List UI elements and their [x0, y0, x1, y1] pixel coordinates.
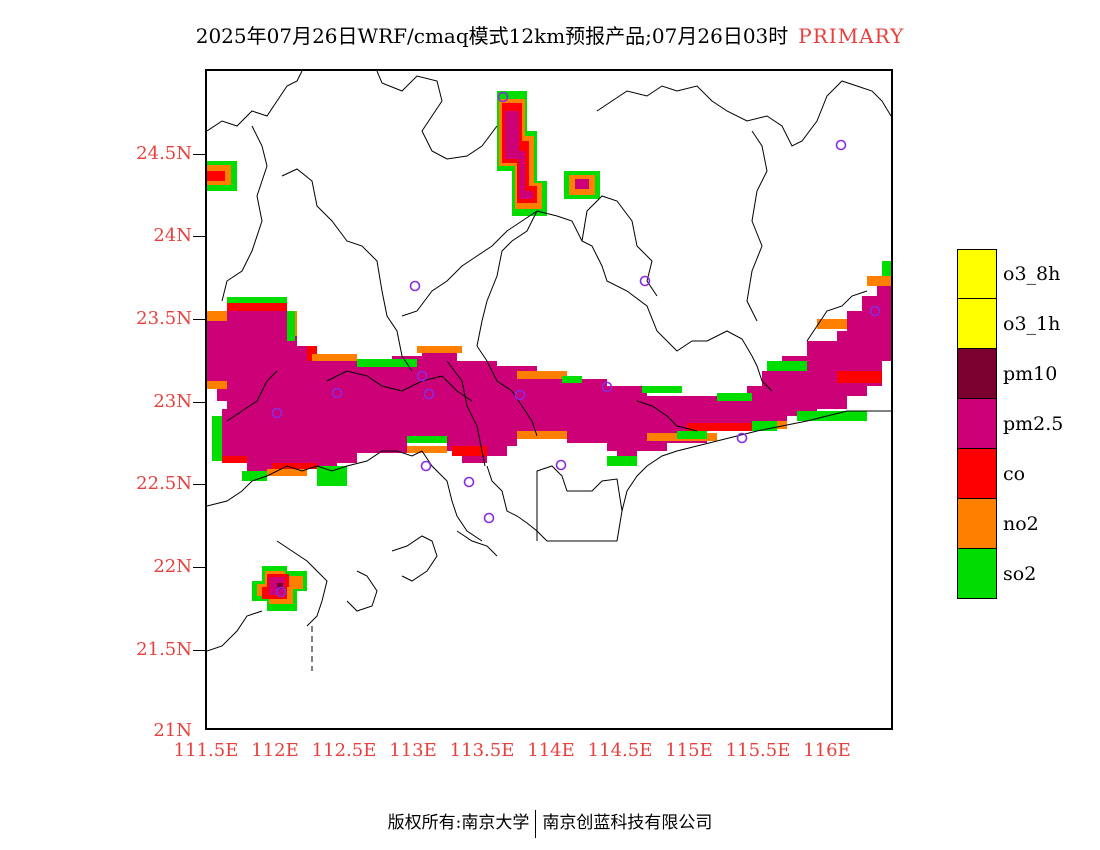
primary-tag: PRIMARY	[798, 24, 905, 48]
x-tick-label: 115E	[665, 740, 713, 761]
patch-west-co	[207, 171, 225, 181]
legend-label-no2: no2	[1003, 513, 1039, 535]
y-tick-label: 21N	[153, 720, 192, 741]
legend-swatch-o3-8h	[957, 249, 997, 299]
legend-swatch-pm10	[957, 349, 997, 399]
x-tick-label: 112E	[251, 740, 299, 761]
y-tick	[193, 154, 205, 155]
y-tick	[193, 567, 205, 568]
legend-swatch-pm25	[957, 399, 997, 449]
x-tick-label: 114E	[527, 740, 575, 761]
y-tick-label: 22.5N	[136, 473, 192, 494]
y-tick	[193, 236, 205, 237]
y-tick-label: 22N	[153, 556, 192, 577]
x-tick-label: 113.5E	[449, 740, 515, 761]
map-title: 2025年07月26日WRF/cmaq模式12km预报产品;07月26日03时 P…	[0, 20, 1100, 49]
patch-sw-pm10	[277, 583, 283, 589]
boundary-lines	[207, 71, 891, 671]
legend-label-o3-1h: o3_1h	[1003, 313, 1061, 335]
x-tick-label: 115.5E	[725, 740, 791, 761]
y-tick	[193, 650, 205, 651]
x-tick-label: 113E	[389, 740, 437, 761]
legend-label-pm10: pm10	[1003, 363, 1058, 385]
plume-north-pm25	[505, 111, 533, 199]
map-frame	[205, 69, 893, 730]
map-title-text: 2025年07月26日WRF/cmaq模式12km预报产品;07月26日03时	[195, 24, 789, 48]
y-tick-label: 23N	[153, 391, 192, 412]
y-tick	[193, 484, 205, 485]
x-tick-label: 112.5E	[311, 740, 377, 761]
so2-fringe-north	[227, 261, 891, 401]
legend-swatch-o3-1h	[957, 299, 997, 349]
y-tick-label: 24.5N	[136, 143, 192, 164]
y-tick-label: 21.5N	[136, 639, 192, 660]
copyright-left: 版权所有:南京大学	[387, 813, 530, 833]
legend-swatch-co	[957, 449, 997, 499]
copyright-footer: 版权所有:南京大学 南京创蓝科技有限公司	[0, 808, 1100, 838]
pollutant-map	[207, 71, 891, 671]
so2-fringe-south	[212, 411, 867, 486]
legend-label-so2: so2	[1003, 563, 1037, 585]
copyright-right: 南京创蓝科技有限公司	[542, 813, 713, 833]
legend-label-pm25: pm2.5	[1003, 413, 1064, 435]
y-tick	[193, 402, 205, 403]
legend-label-co: co	[1003, 463, 1026, 485]
x-tick-label: 116E	[803, 740, 851, 761]
legend-swatch-so2	[957, 549, 997, 599]
station-markers	[271, 91, 881, 598]
co-halo-north	[227, 301, 317, 361]
y-tick-label: 24N	[153, 225, 192, 246]
legend-label-o3-8h: o3_8h	[1003, 263, 1061, 285]
x-tick-label: 111.5E	[173, 740, 239, 761]
x-tick-label: 114.5E	[587, 740, 653, 761]
legend-swatch-no2	[957, 499, 997, 549]
y-tick-label: 23.5N	[136, 308, 192, 329]
footer-divider	[535, 809, 537, 838]
y-tick	[193, 319, 205, 320]
legend	[957, 249, 997, 599]
patch-ne-pm25	[575, 179, 589, 189]
